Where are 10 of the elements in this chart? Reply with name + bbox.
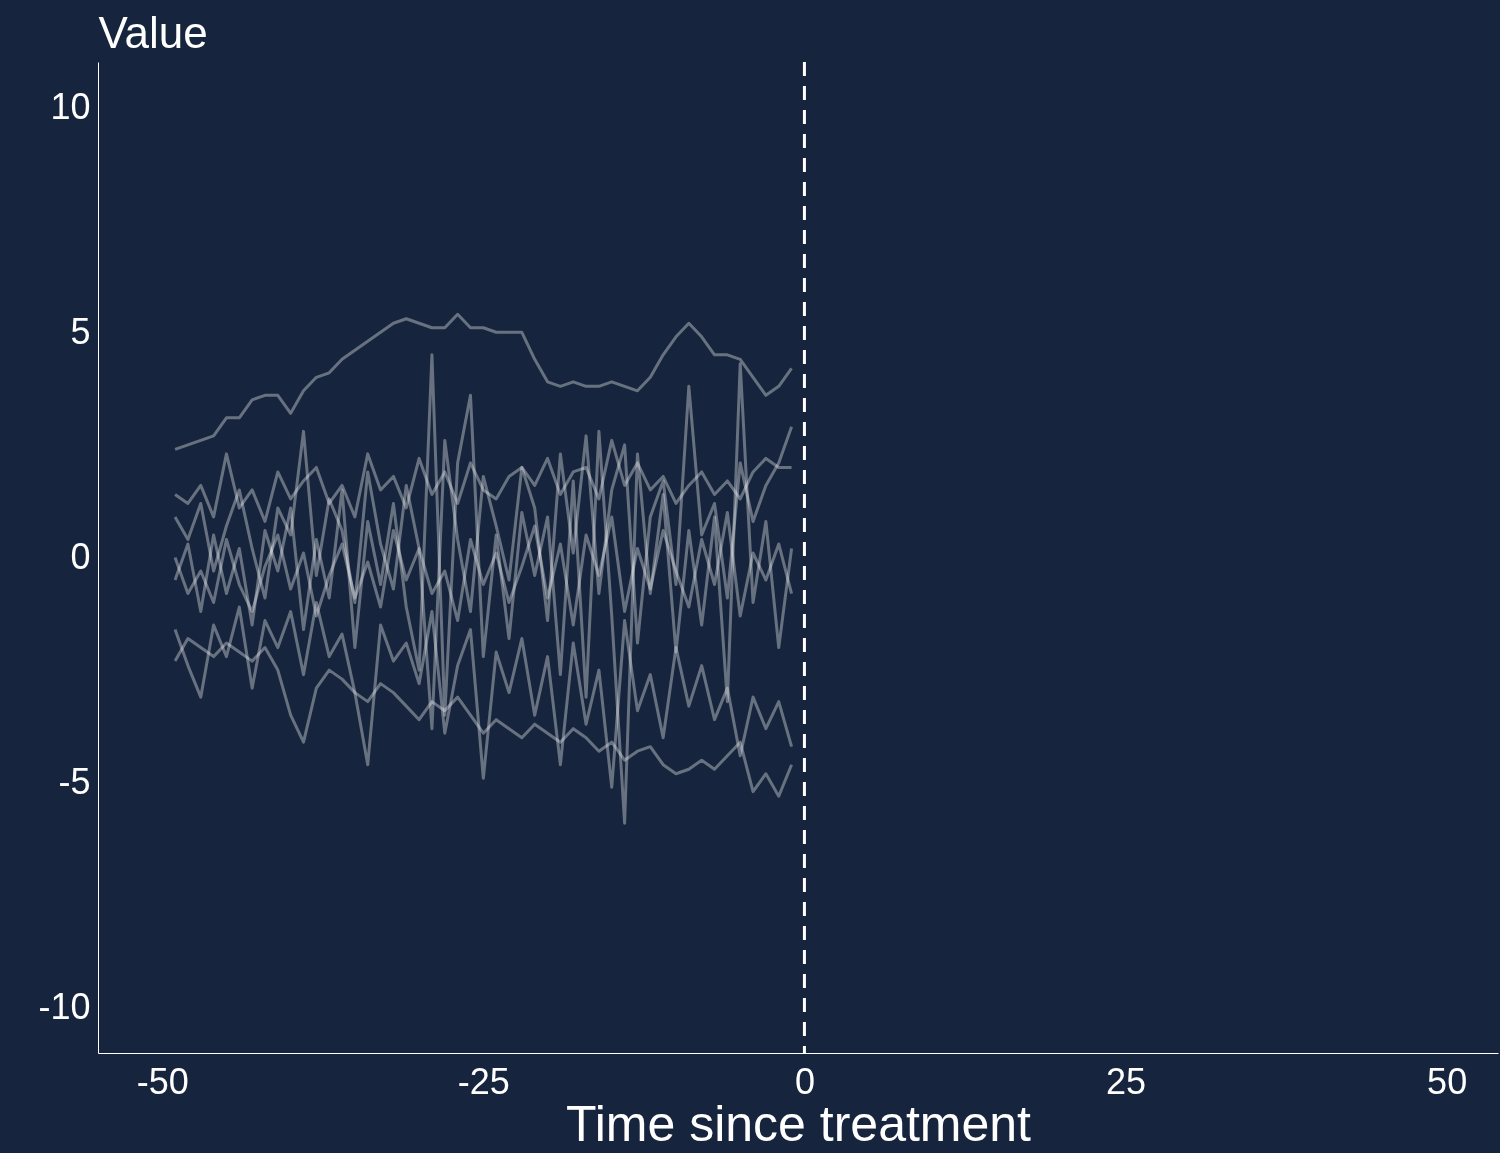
x-tick-label: 50	[1427, 1060, 1468, 1102]
x-tick-label: 25	[1106, 1060, 1147, 1102]
x-tick-label: -50	[136, 1060, 189, 1102]
y-tick-label: -5	[58, 761, 91, 803]
x-tick-label: -25	[457, 1060, 510, 1102]
y-axis-title: Value	[98, 7, 208, 57]
y-tick-label: 10	[50, 85, 91, 127]
y-tick-label: 0	[70, 536, 91, 577]
y-tick-label: -10	[38, 986, 91, 1028]
y-tick-label: 5	[70, 310, 91, 352]
